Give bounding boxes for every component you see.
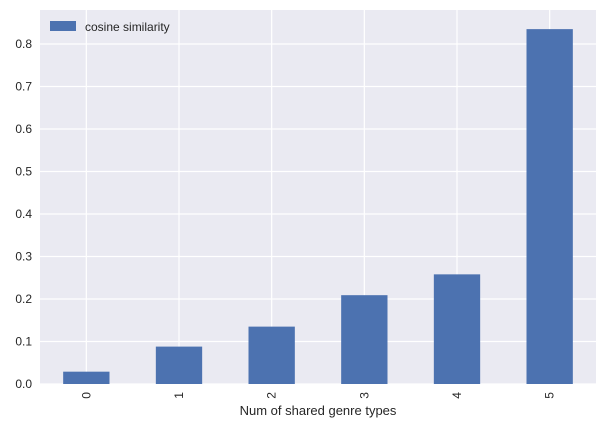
- y-tick-label: 0.1: [15, 335, 32, 349]
- y-tick-label: 0.3: [15, 250, 32, 264]
- plot-background: [40, 10, 596, 384]
- y-tick-label: 0.8: [15, 37, 32, 51]
- y-tick-label: 0.4: [15, 207, 32, 221]
- legend-label: cosine similarity: [85, 20, 170, 34]
- y-tick-labels: 0.0 0.1 0.2 0.3 0.4 0.5 0.6 0.7 0.8: [15, 37, 32, 391]
- bars: [63, 29, 573, 384]
- x-tick-label: 2: [265, 392, 279, 399]
- x-tick-label: 5: [543, 392, 557, 399]
- y-tick-label: 0.0: [15, 377, 32, 391]
- bar-3: [341, 295, 388, 384]
- legend-swatch: [50, 21, 76, 31]
- y-tick-label: 0.6: [15, 122, 32, 136]
- legend: cosine similarity: [50, 20, 170, 34]
- bar-4: [433, 274, 481, 384]
- x-axis-title: Num of shared genre types: [240, 403, 397, 418]
- x-tick-label: 1: [172, 392, 186, 399]
- y-tick-label: 0.5: [15, 165, 32, 179]
- x-tick-labels: 0 1 2 3 4 5: [79, 392, 556, 399]
- x-tick-label: 0: [79, 392, 93, 399]
- bar-1: [155, 346, 203, 384]
- y-tick-label: 0.7: [15, 80, 32, 94]
- bar-5: [526, 29, 573, 384]
- y-tick-label: 0.2: [15, 292, 32, 306]
- bar-0: [63, 371, 110, 384]
- bar-2: [248, 326, 295, 384]
- x-tick-label: 3: [357, 392, 371, 399]
- x-tick-label: 4: [450, 392, 464, 399]
